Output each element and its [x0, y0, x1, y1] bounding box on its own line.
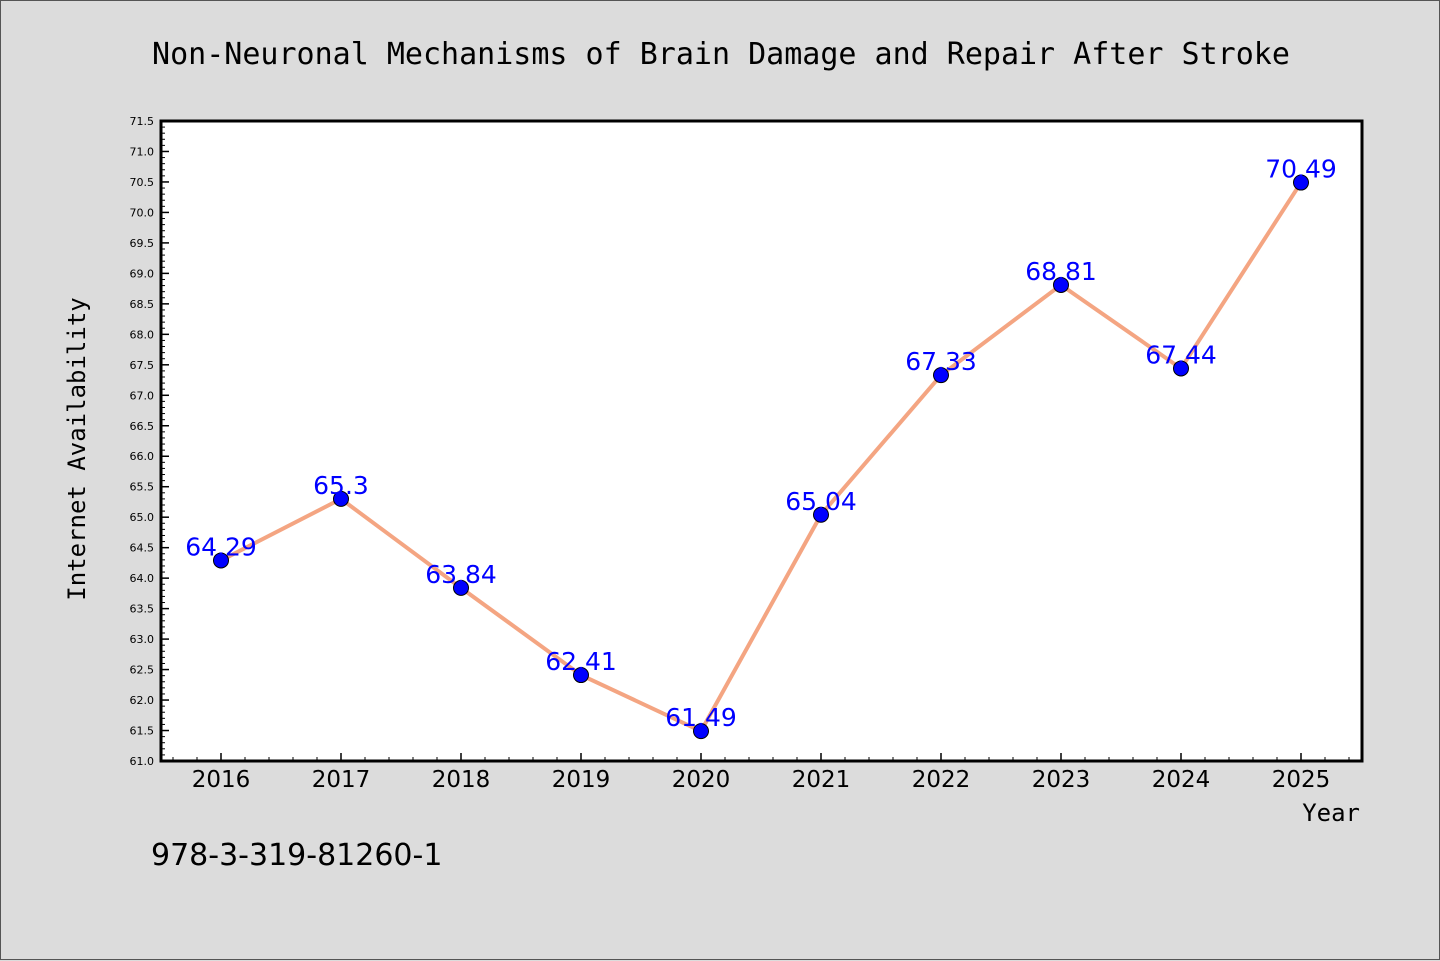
data-point [333, 490, 349, 507]
footer-code: 978-3-319-81260-1 [151, 838, 442, 873]
data-point [213, 552, 229, 569]
y-tick-label: 61.5 [130, 725, 155, 738]
data-label: 68.81 [1025, 257, 1097, 286]
data-label: 61.49 [665, 703, 737, 732]
y-tick-label: 68.0 [130, 328, 155, 341]
chart-title: Non-Neuronal Mechanisms of Brain Damage … [152, 37, 1290, 72]
y-tick-label: 64.5 [130, 542, 155, 555]
data-markers [213, 174, 1309, 740]
data-label: 67.33 [905, 347, 977, 376]
y-axis-label: Internet Availability [63, 297, 91, 600]
data-point [1173, 360, 1189, 377]
y-tick-label: 70.5 [130, 176, 155, 189]
x-axis-label: Year [1302, 799, 1360, 827]
x-tick-label: 2022 [912, 767, 971, 793]
data-point [933, 367, 949, 384]
y-tick-label: 71.0 [130, 145, 155, 158]
y-tick-label: 71.5 [130, 115, 155, 128]
x-tick-label: 2025 [1272, 767, 1331, 793]
x-tick-label: 2023 [1032, 767, 1091, 793]
data-point [813, 506, 829, 523]
data-label: 65.3 [313, 471, 369, 500]
y-tick-label: 69.0 [130, 267, 155, 280]
x-tick-label: 2016 [192, 767, 251, 793]
data-label: 62.41 [545, 647, 617, 676]
data-label: 70.49 [1265, 155, 1337, 184]
y-tick-label: 62.5 [130, 664, 155, 677]
data-label: 67.44 [1145, 340, 1217, 369]
y-tick-label: 61.0 [130, 755, 155, 768]
y-tick-label: 62.0 [130, 694, 155, 707]
data-point [1053, 276, 1069, 293]
y-tick-label: 68.5 [130, 298, 155, 311]
data-labels: 64.29 65.3 63.84 62.41 61.49 65.04 67.33 68.81 6… [185, 155, 1337, 733]
series-line [219, 180, 1303, 734]
data-label: 63.84 [425, 560, 497, 589]
y-tick-label: 67.5 [130, 359, 155, 372]
y-tick-label: 70.0 [130, 206, 155, 219]
data-point [453, 579, 469, 596]
data-point [573, 667, 589, 684]
x-tick-label: 2018 [432, 767, 491, 793]
y-tick-label: 66.0 [130, 450, 155, 463]
y-tick-label: 63.5 [130, 603, 155, 616]
plot-area [161, 121, 1362, 761]
x-tick-label: 2020 [672, 767, 731, 793]
x-axis-tick-labels: 2016 2017 2018 2019 2020 2021 2022 2023 2024 2025 [192, 767, 1331, 793]
data-point [1293, 174, 1309, 191]
plot-frame [159, 119, 1364, 763]
y-tick-label: 65.0 [130, 511, 155, 524]
y-axis-tick-labels: 61.0 61.5 62.0 62.5 63.0 63.5 64.0 64.5 65.0 65.5… [130, 115, 155, 768]
y-tick-label: 63.0 [130, 633, 155, 646]
x-tick-label: 2019 [552, 767, 611, 793]
x-tick-label: 2017 [312, 767, 371, 793]
y-tick-label: 65.5 [130, 481, 155, 494]
data-label: 64.29 [185, 532, 257, 561]
data-label: 65.04 [785, 487, 857, 516]
y-tick-label: 69.5 [130, 237, 155, 250]
data-point [693, 723, 709, 740]
y-tick-label: 67.0 [130, 389, 155, 402]
y-tick-label: 66.5 [130, 420, 155, 433]
y-tick-label: 64.0 [130, 572, 155, 585]
x-tick-label: 2021 [792, 767, 851, 793]
x-tick-label: 2024 [1152, 767, 1211, 793]
